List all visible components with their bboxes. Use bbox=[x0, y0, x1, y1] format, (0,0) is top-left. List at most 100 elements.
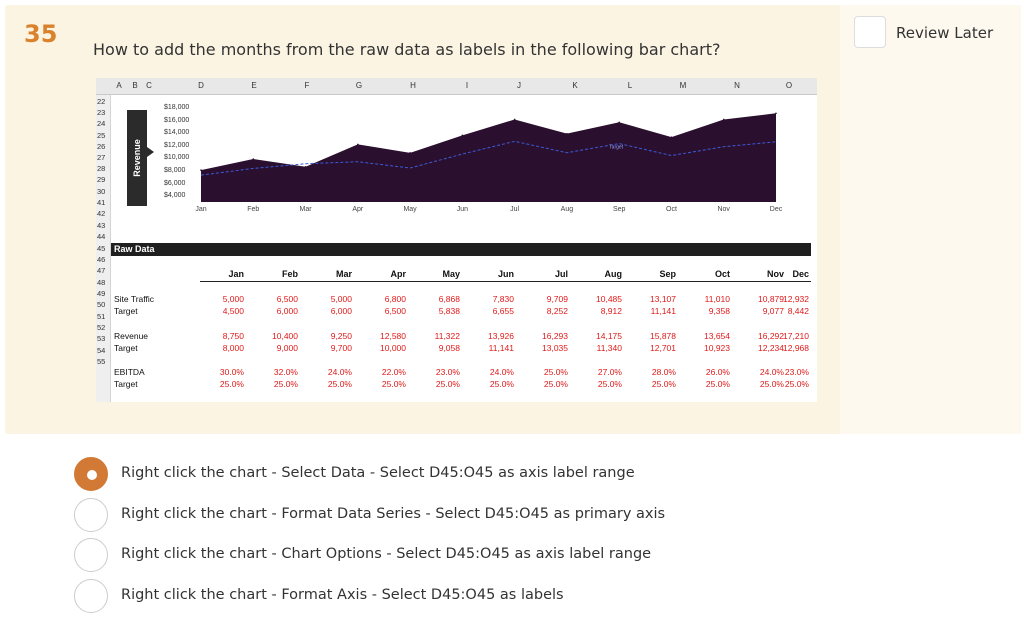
table-cell: 8,442 bbox=[787, 306, 809, 316]
option-radio-3[interactable] bbox=[74, 538, 108, 572]
table-cell: 24.0% bbox=[327, 367, 352, 377]
table-cell: 12,234 bbox=[758, 343, 784, 353]
option-radio-1[interactable] bbox=[74, 457, 108, 491]
month-header: Oct bbox=[714, 269, 730, 279]
question-number: 35 bbox=[24, 20, 58, 48]
table-cell: 13,654 bbox=[704, 331, 730, 341]
table-cell: 32.0% bbox=[273, 367, 298, 377]
x-tick-label: Mar bbox=[299, 206, 312, 213]
row-header-54: 54 bbox=[97, 346, 106, 355]
column-header-k: K bbox=[572, 81, 578, 90]
option-radio-4[interactable] bbox=[74, 579, 108, 613]
table-cell: 24.0% bbox=[489, 367, 514, 377]
revenue-point bbox=[409, 152, 411, 154]
table-cell: 9,000 bbox=[276, 343, 298, 353]
column-header-e: E bbox=[251, 81, 257, 90]
revenue-point bbox=[513, 118, 516, 121]
target-annotation: Target bbox=[609, 145, 624, 151]
row-label: Target bbox=[114, 306, 138, 316]
table-cell: 25.0% bbox=[219, 379, 244, 389]
table-cell: 10,879 bbox=[758, 294, 784, 304]
table-cell: 16,293 bbox=[542, 331, 568, 341]
row-label: Target bbox=[114, 343, 138, 353]
y-tick-label: $6,000 bbox=[164, 179, 186, 187]
row-header-47: 47 bbox=[97, 266, 106, 275]
row-header-22: 22 bbox=[97, 97, 106, 106]
y-tick-label: $16,000 bbox=[164, 116, 190, 124]
table-cell: 10,400 bbox=[272, 331, 298, 341]
table-cell: 25.0% bbox=[489, 379, 514, 389]
table-cell: 12,968 bbox=[783, 343, 809, 353]
month-header: Aug bbox=[604, 269, 623, 279]
table-cell: 23.0% bbox=[784, 367, 809, 377]
table-cell: 6,000 bbox=[330, 306, 352, 316]
table-cell: 8,252 bbox=[546, 306, 568, 316]
table-cell: 10,000 bbox=[380, 343, 406, 353]
option-label-4[interactable]: Right click the chart - Format Axis - Se… bbox=[121, 587, 564, 603]
table-cell: 10,923 bbox=[704, 343, 730, 353]
month-header: Sep bbox=[659, 269, 676, 279]
review-later-label[interactable]: Review Later bbox=[896, 24, 994, 42]
row-header-50: 50 bbox=[97, 300, 106, 309]
table-cell: 13,926 bbox=[488, 331, 514, 341]
option-label-2[interactable]: Right click the chart - Format Data Seri… bbox=[121, 506, 666, 522]
row-header-45: 45 bbox=[97, 244, 106, 253]
row-header-30: 30 bbox=[97, 187, 106, 196]
review-later-checkbox[interactable] bbox=[854, 16, 886, 48]
month-header-underline bbox=[200, 281, 811, 282]
table-cell: 13,035 bbox=[542, 343, 568, 353]
option-label-3[interactable]: Right click the chart - Chart Options - … bbox=[121, 546, 652, 562]
table-cell: 8,750 bbox=[222, 331, 244, 341]
table-cell: 25.0% bbox=[543, 367, 568, 377]
y-tick-label: $4,000 bbox=[164, 192, 186, 200]
month-header: Jan bbox=[228, 269, 244, 279]
column-header-i: I bbox=[465, 81, 469, 90]
option-label-1[interactable]: Right click the chart - Select Data - Se… bbox=[121, 465, 635, 481]
x-tick-label: Nov bbox=[717, 206, 730, 213]
option-radio-2[interactable] bbox=[74, 498, 108, 532]
table-cell: 25.0% bbox=[273, 379, 298, 389]
raw-data-header: Raw Data bbox=[111, 243, 811, 256]
revenue-point bbox=[566, 132, 568, 135]
row-header-26: 26 bbox=[97, 142, 106, 151]
revenue-point bbox=[670, 136, 673, 138]
x-tick-label: Aug bbox=[560, 206, 574, 213]
month-header: Dec bbox=[792, 269, 809, 279]
column-header-b: B bbox=[132, 81, 138, 90]
table-cell: 11,141 bbox=[650, 306, 676, 316]
row-header-43: 43 bbox=[97, 221, 106, 230]
row-header-53: 53 bbox=[97, 334, 106, 343]
revenue-point bbox=[200, 169, 202, 171]
table-cell: 25.0% bbox=[327, 379, 352, 389]
table-cell: 4,500 bbox=[222, 306, 244, 316]
table-cell: 17,210 bbox=[783, 331, 809, 341]
table-cell: 22.0% bbox=[381, 367, 406, 377]
row-label: EBITDA bbox=[114, 367, 145, 377]
revenue-point bbox=[461, 134, 464, 137]
table-cell: 6,000 bbox=[276, 306, 298, 316]
x-tick-label: Sep bbox=[612, 206, 626, 213]
table-cell: 25.0% bbox=[435, 379, 460, 389]
table-cell: 6,500 bbox=[384, 306, 406, 316]
row-header-29: 29 bbox=[97, 175, 106, 184]
table-cell: 9,058 bbox=[438, 343, 460, 353]
column-header-l: L bbox=[627, 81, 633, 90]
y-tick-label: $18,000 bbox=[164, 104, 190, 111]
month-header: Apr bbox=[390, 269, 407, 279]
row-header-49: 49 bbox=[97, 289, 106, 298]
row-header-28: 28 bbox=[97, 164, 106, 173]
raw-data-title: Raw Data bbox=[114, 244, 155, 254]
column-header-g: G bbox=[355, 81, 363, 90]
revenue-area-chart: Target bbox=[200, 112, 777, 202]
x-tick-label: Jan bbox=[195, 206, 207, 213]
table-cell: 9,709 bbox=[546, 294, 568, 304]
table-cell: 11,340 bbox=[596, 343, 622, 353]
column-header-d: D bbox=[198, 81, 204, 90]
table-cell: 9,250 bbox=[330, 331, 352, 341]
x-tick-label: Dec bbox=[769, 206, 783, 213]
month-header: Jul bbox=[554, 269, 568, 279]
table-cell: 11,010 bbox=[704, 294, 730, 304]
row-header-bar: 22 23 24 25 26 27 28 29 30 41 42 43 44 45 46 47 48 49 50 51… bbox=[96, 95, 111, 402]
row-header-44: 44 bbox=[97, 232, 106, 241]
